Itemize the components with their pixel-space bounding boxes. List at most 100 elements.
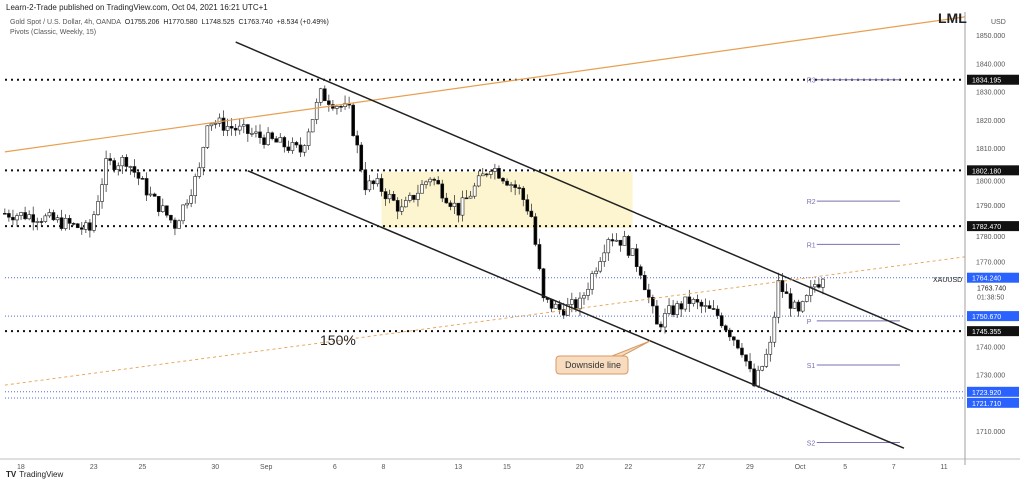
candle xyxy=(128,166,133,168)
candle xyxy=(217,117,222,124)
price-tick-label: 1840.000 xyxy=(976,61,1005,68)
candle xyxy=(367,180,372,191)
date-tick-label: 8 xyxy=(382,464,386,471)
candle xyxy=(322,88,327,102)
candle xyxy=(610,239,615,242)
candle xyxy=(756,369,760,387)
candle xyxy=(501,177,505,182)
candle xyxy=(788,293,793,309)
candle xyxy=(201,147,206,169)
ohlc-low: L1748.525 xyxy=(201,19,235,26)
candle xyxy=(270,132,274,139)
candle xyxy=(408,194,412,201)
ohlc-high: H1770.580 xyxy=(163,19,198,26)
tradingview-logo-icon: TV xyxy=(6,470,17,479)
candle xyxy=(561,309,566,316)
candle xyxy=(379,178,384,192)
price-tick-label: 1810.000 xyxy=(976,146,1005,153)
pivot-label: S2 xyxy=(807,441,816,448)
candle xyxy=(432,178,436,181)
candle xyxy=(59,217,64,229)
candle xyxy=(663,313,667,328)
candle xyxy=(156,196,161,212)
current-price-label: 1763.740 xyxy=(977,286,1006,293)
candle xyxy=(120,156,125,167)
price-tick-label: 1740.000 xyxy=(976,344,1005,351)
candle xyxy=(31,214,36,223)
candle xyxy=(169,214,173,221)
channel-upper-line xyxy=(235,41,913,332)
candle xyxy=(108,158,112,161)
price-level-badge xyxy=(967,74,1019,85)
indicator-legend[interactable]: Pivots (Classic, Weekly, 15) xyxy=(10,29,97,36)
candle xyxy=(484,173,489,176)
candle xyxy=(683,296,688,310)
candle xyxy=(424,181,428,185)
candle xyxy=(387,193,392,200)
fib-150-label: 150% xyxy=(320,332,356,348)
candle xyxy=(541,268,546,299)
candle xyxy=(764,353,769,367)
price-tick-label: 1710.000 xyxy=(976,429,1005,436)
candle xyxy=(630,248,635,256)
candle xyxy=(412,194,416,200)
tradingview-brand[interactable]: TV TradingView xyxy=(6,470,63,479)
candle xyxy=(27,214,31,220)
date-tick-label: 27 xyxy=(697,464,705,471)
date-tick-label: 18 xyxy=(17,464,25,471)
candle xyxy=(266,132,270,145)
candle xyxy=(505,180,509,186)
price-tick-label: 1780.000 xyxy=(976,234,1005,241)
candle xyxy=(574,299,578,310)
current-symbol-label: XAUUSD xyxy=(933,277,962,284)
candle xyxy=(55,217,60,221)
candle xyxy=(675,303,679,315)
candle xyxy=(440,183,445,199)
candle xyxy=(513,184,517,188)
candle xyxy=(744,354,748,362)
candle xyxy=(444,197,449,204)
candle xyxy=(808,286,813,296)
candle xyxy=(132,166,137,173)
candle xyxy=(80,227,84,230)
candle xyxy=(772,316,777,343)
candle xyxy=(116,165,121,170)
candle xyxy=(517,187,522,189)
candle xyxy=(817,284,821,288)
ohlc-close: C1763.740 xyxy=(238,19,273,26)
pivot-label: R3 xyxy=(807,78,816,85)
candle xyxy=(124,156,129,167)
candle xyxy=(570,299,574,305)
candle xyxy=(776,280,781,318)
candle xyxy=(189,195,193,204)
date-tick-label: 29 xyxy=(746,464,754,471)
candle xyxy=(84,222,88,230)
ohlc-open: O1755.206 xyxy=(124,19,160,26)
price-level-badge xyxy=(967,326,1019,337)
candle xyxy=(821,278,825,288)
candle xyxy=(327,100,331,105)
candle xyxy=(768,341,773,355)
candle xyxy=(391,193,396,201)
symbol-name[interactable]: Gold Spot / U.S. Dollar, 4h, OANDA xyxy=(10,19,121,26)
candle xyxy=(586,288,590,296)
candle xyxy=(638,266,643,276)
price-tick-label: 1730.000 xyxy=(976,373,1005,380)
brand-text: TradingView xyxy=(19,470,64,479)
candle xyxy=(233,127,238,131)
candle xyxy=(88,222,92,231)
candle xyxy=(318,88,323,103)
currency-label: USD xyxy=(991,19,1006,26)
candle xyxy=(250,132,254,135)
candle xyxy=(472,185,477,197)
candle xyxy=(197,167,202,177)
candle xyxy=(428,178,432,183)
candle xyxy=(92,214,96,231)
candle xyxy=(715,308,720,316)
candle xyxy=(509,184,513,186)
candle xyxy=(161,205,165,212)
candle xyxy=(646,289,651,298)
candle xyxy=(533,216,538,245)
candle xyxy=(383,191,388,200)
